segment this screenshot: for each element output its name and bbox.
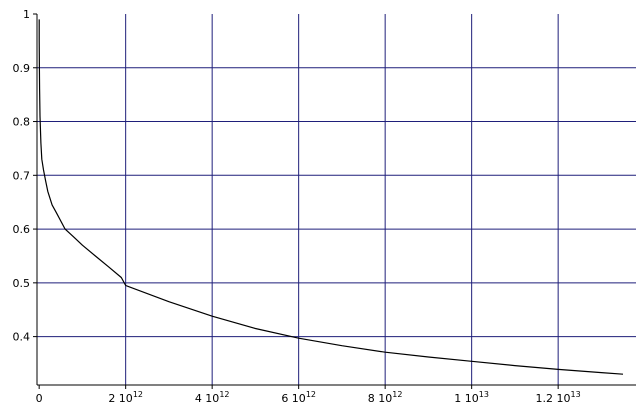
x-tick-exponent: 13 [479,390,489,399]
x-tick-label: 1.2 1013 [536,390,581,405]
x-tick-mantissa: 2 10 [108,392,133,405]
series-line [38,19,624,375]
x-tick-mantissa: 6 10 [281,392,306,405]
y-tick-label: 1 [23,8,30,21]
x-tick-exponent: 12 [219,390,229,399]
y-tick-label: 0.5 [13,277,31,290]
x-tick-label: 0 [36,392,43,405]
tick-labels: 0.40.50.60.70.80.910 2 1012 4 1012 6 1012 8 … [13,8,581,405]
x-tick-exponent: 12 [133,390,143,399]
x-tick-mantissa: 4 10 [195,392,220,405]
series-layer [38,19,624,375]
x-tick-label: 1 1013 [454,390,489,405]
x-tick-mantissa: 1.2 10 [536,392,571,405]
y-tick-label: 0.6 [13,223,31,236]
x-tick-label: 4 1012 [195,390,230,405]
x-tick-exponent: 12 [306,390,316,399]
x-tick-exponent: 13 [571,390,581,399]
y-tick-label: 0.9 [13,62,31,75]
x-tick-mantissa: 8 10 [368,392,393,405]
x-tick-label: 2 1012 [108,390,143,405]
y-tick-label: 0.7 [13,169,31,182]
x-tick-label: 6 1012 [281,390,316,405]
x-tick-mantissa: 1 10 [454,392,479,405]
x-tick-label: 8 1012 [368,390,403,405]
y-tick-label: 0.4 [13,331,31,344]
axes [33,13,636,389]
grid-lines [37,14,636,385]
y-tick-label: 0.8 [13,116,31,129]
x-tick-exponent: 12 [392,390,402,399]
